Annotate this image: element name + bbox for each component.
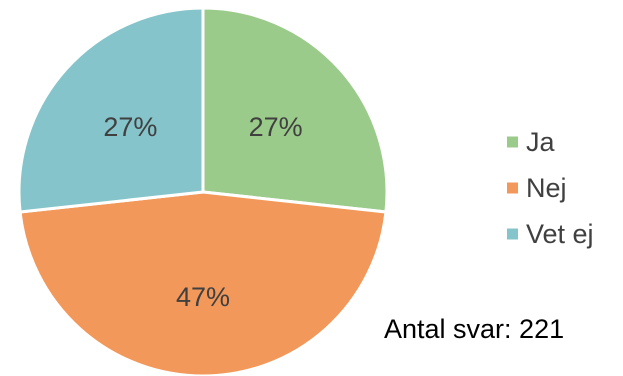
pie-value-label-nej: 47% xyxy=(176,282,230,312)
legend-label-vet-ej: Vet ej xyxy=(526,219,594,249)
pie-slice-ja xyxy=(201,6,389,214)
legend-label-nej: Nej xyxy=(526,173,567,203)
pie-slices xyxy=(17,6,389,376)
legend-swatch-nej xyxy=(507,182,518,194)
pie-value-label-ja: 27% xyxy=(249,112,303,142)
pie-value-label-vet-ej: 27% xyxy=(103,112,157,142)
pie-value-labels: 27% 47% 27% xyxy=(103,112,302,312)
legend-swatch-vet-ej xyxy=(507,228,518,240)
legend-label-ja: Ja xyxy=(526,127,556,157)
legend-swatch-ja xyxy=(507,136,518,148)
pie-slice-vet-ej xyxy=(17,6,205,214)
response-count-annotation: Antal svar: 221 xyxy=(384,314,565,344)
legend: Ja Nej Vet ej xyxy=(507,127,594,249)
